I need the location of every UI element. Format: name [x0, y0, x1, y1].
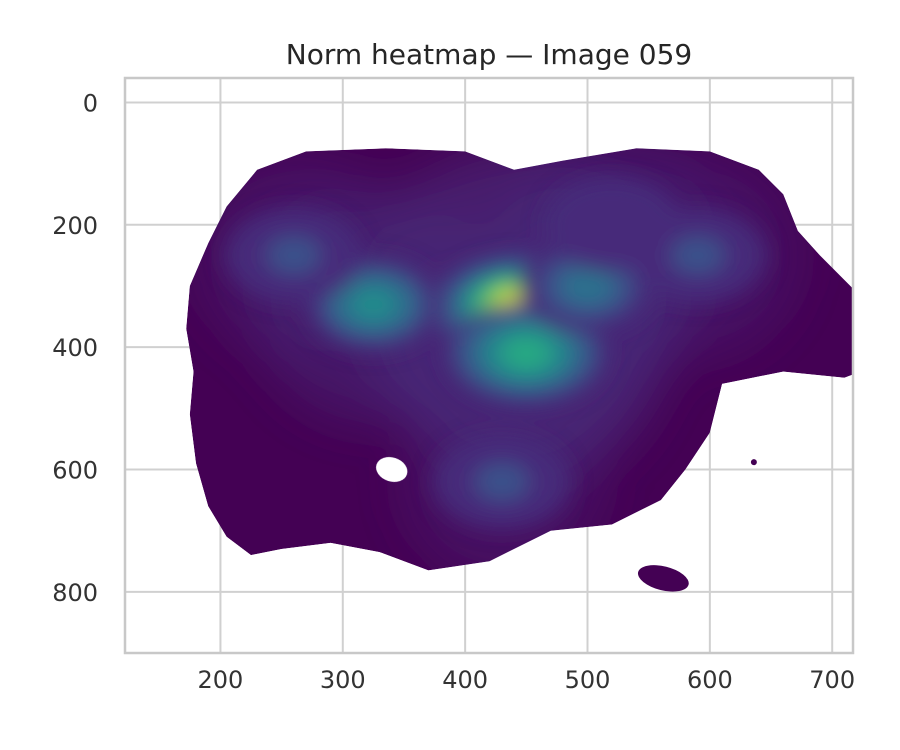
x-tick-label: 200: [198, 666, 244, 694]
x-tick-label: 500: [565, 666, 611, 694]
density-peak-3-level-7: [566, 271, 609, 301]
x-tick-label: 300: [320, 666, 366, 694]
density-region: [186, 148, 853, 571]
y-tick-label: 0: [83, 89, 98, 117]
density-peak-7-level-7: [591, 210, 633, 240]
density-heatmap: [186, 148, 853, 592]
density-peaks: [224, 176, 767, 530]
x-tick-label: 400: [442, 666, 488, 694]
x-axis-ticks: 200 300 400 500 600 700: [198, 666, 856, 694]
density-peak-2-level-7: [352, 289, 395, 320]
density-island-1: [750, 459, 757, 466]
density-island-0: [637, 565, 689, 592]
y-tick-label: 200: [52, 212, 98, 240]
plot-frame: [123, 76, 855, 655]
density-peak-1-level-7: [503, 338, 549, 369]
y-tick-label: 800: [52, 579, 98, 607]
density-peak-5-level-7: [272, 240, 315, 271]
x-tick-label: 700: [809, 666, 855, 694]
density-peak-6-level-7: [480, 466, 523, 497]
y-axis-ticks: 0 200 400 600 800: [52, 89, 98, 606]
density-peak-4-level-7: [676, 240, 719, 271]
x-tick-label: 600: [687, 666, 733, 694]
chart-title: Norm heatmap — Image 059: [286, 38, 692, 71]
y-tick-label: 600: [52, 456, 98, 484]
density-hole-0: [376, 457, 408, 482]
y-tick-label: 400: [52, 334, 98, 362]
